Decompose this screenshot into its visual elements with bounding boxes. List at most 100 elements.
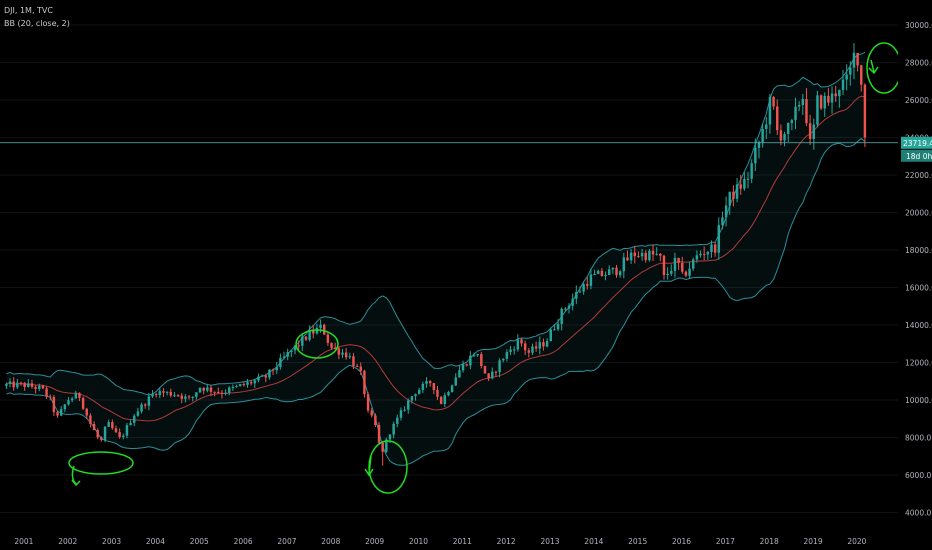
candle[interactable] [297, 340, 300, 351]
candle[interactable] [392, 421, 395, 439]
time-axis[interactable]: 2001 2002 2003 2004 2005 2006 2007 2008 2009 2010… [0, 530, 932, 550]
candle[interactable] [505, 349, 509, 362]
candle[interactable] [443, 392, 447, 408]
candle[interactable] [48, 394, 52, 401]
candle[interactable] [34, 385, 37, 394]
candles[interactable] [5, 43, 867, 466]
candle[interactable] [414, 393, 417, 401]
candle[interactable] [195, 392, 198, 400]
candle[interactable] [607, 265, 611, 276]
candle[interactable] [30, 379, 34, 389]
candle[interactable] [8, 378, 12, 388]
candle[interactable] [695, 250, 699, 263]
candle[interactable] [169, 388, 173, 398]
candle[interactable] [754, 138, 757, 172]
candle[interactable] [520, 338, 523, 347]
candle[interactable] [366, 392, 370, 413]
candle[interactable] [184, 394, 187, 403]
candle[interactable] [863, 83, 867, 148]
candle[interactable] [545, 338, 549, 348]
candle[interactable] [662, 254, 666, 280]
candle[interactable] [206, 384, 209, 393]
candle[interactable] [724, 196, 728, 227]
candle[interactable] [560, 307, 563, 331]
candle[interactable] [275, 362, 278, 374]
candle[interactable] [776, 99, 779, 136]
candle[interactable] [761, 123, 764, 148]
candle[interactable] [301, 333, 304, 352]
candle[interactable] [370, 407, 373, 418]
candle[interactable] [743, 171, 746, 191]
candle[interactable] [217, 387, 220, 394]
candle[interactable] [268, 369, 271, 380]
candle[interactable] [509, 345, 512, 356]
candle[interactable] [797, 101, 801, 112]
candle[interactable] [143, 403, 147, 409]
candle[interactable] [111, 419, 114, 430]
candle[interactable] [417, 387, 421, 395]
candle[interactable] [633, 246, 636, 264]
candle[interactable] [70, 396, 74, 403]
candle[interactable] [421, 381, 425, 393]
candle[interactable] [838, 89, 841, 108]
candle[interactable] [257, 373, 260, 383]
candle[interactable] [688, 261, 691, 279]
candle[interactable] [326, 332, 330, 346]
candle[interactable] [819, 94, 823, 111]
candle[interactable] [399, 407, 403, 421]
candle[interactable] [140, 402, 143, 414]
candle[interactable] [52, 394, 56, 417]
candle[interactable] [808, 114, 812, 146]
candle[interactable] [151, 390, 154, 398]
candle[interactable] [238, 383, 242, 387]
candle[interactable] [381, 442, 384, 466]
candle[interactable] [567, 303, 571, 314]
candle[interactable] [162, 388, 165, 398]
candle[interactable] [512, 346, 516, 355]
candle[interactable] [447, 390, 450, 397]
candle[interactable] [516, 334, 520, 352]
symbol-title[interactable]: DJI, 1M, TVC [4, 6, 53, 15]
candle[interactable] [352, 352, 355, 370]
candle[interactable] [154, 392, 158, 398]
candle[interactable] [89, 413, 92, 428]
candle[interactable] [27, 379, 30, 388]
candle[interactable] [794, 97, 797, 130]
candle[interactable] [710, 240, 713, 258]
candle[interactable] [5, 382, 8, 390]
candle[interactable] [786, 122, 790, 142]
candle[interactable] [228, 386, 231, 396]
candle[interactable] [597, 269, 600, 275]
candle[interactable] [363, 369, 366, 398]
candle[interactable] [629, 249, 633, 264]
candle[interactable] [122, 433, 125, 440]
candle[interactable] [59, 406, 63, 417]
candle[interactable] [198, 387, 202, 393]
candle[interactable] [286, 348, 289, 361]
candle[interactable] [476, 353, 479, 357]
candle[interactable] [575, 285, 578, 305]
candle[interactable] [41, 384, 45, 390]
candle[interactable] [67, 397, 70, 406]
candle[interactable] [779, 124, 783, 146]
candle[interactable] [410, 396, 414, 404]
candle[interactable] [812, 118, 816, 150]
candle[interactable] [92, 421, 96, 431]
candle[interactable] [377, 422, 381, 444]
candle[interactable] [586, 277, 589, 290]
candle[interactable] [593, 269, 596, 276]
candle[interactable] [202, 387, 205, 395]
candle[interactable] [271, 368, 275, 375]
candle[interactable] [23, 381, 26, 391]
candle[interactable] [282, 351, 286, 360]
candle[interactable] [622, 252, 626, 279]
candle[interactable] [290, 349, 293, 358]
candle[interactable] [348, 352, 352, 359]
candle[interactable] [604, 271, 607, 281]
candle[interactable] [659, 253, 662, 262]
candle[interactable] [100, 436, 103, 442]
candle[interactable] [264, 373, 267, 383]
candle[interactable] [173, 392, 176, 398]
candle[interactable] [640, 248, 644, 261]
